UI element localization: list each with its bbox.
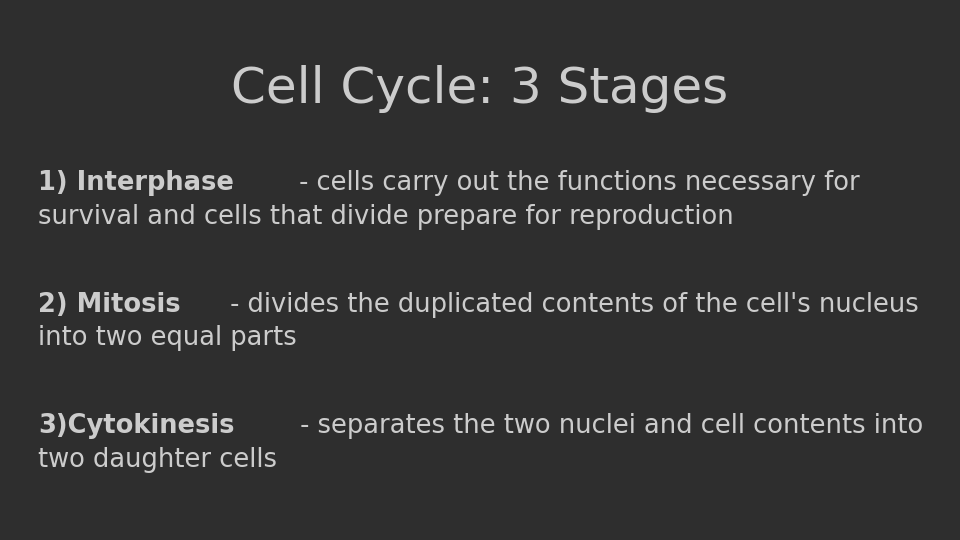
Text: into two equal parts: into two equal parts [38, 326, 298, 352]
Text: survival and cells that divide prepare for reproduction: survival and cells that divide prepare f… [38, 204, 734, 230]
Text: - separates the two nuclei and cell contents into: - separates the two nuclei and cell cont… [292, 413, 924, 439]
Text: two daughter cells: two daughter cells [38, 447, 277, 473]
Text: 2) Mitosis: 2) Mitosis [38, 292, 181, 318]
Text: Cell Cycle: 3 Stages: Cell Cycle: 3 Stages [231, 65, 729, 113]
Text: - divides the duplicated contents of the cell's nucleus: - divides the duplicated contents of the… [223, 292, 919, 318]
Text: 1) Interphase: 1) Interphase [38, 170, 234, 196]
Text: 3)Cytokinesis: 3)Cytokinesis [38, 413, 235, 439]
Text: - cells carry out the functions necessary for: - cells carry out the functions necessar… [291, 170, 860, 196]
